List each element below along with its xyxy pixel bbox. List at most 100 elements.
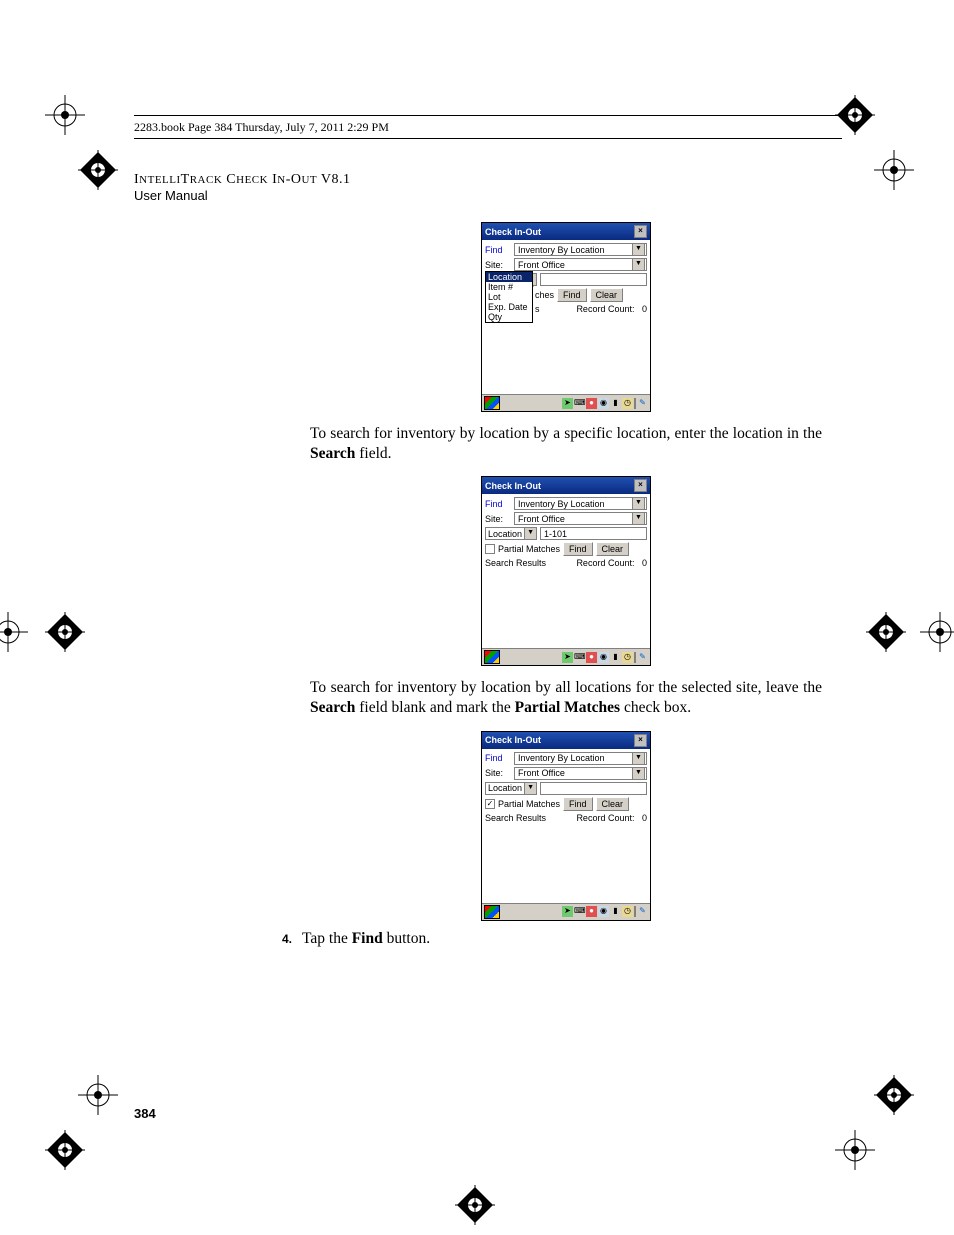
- chevron-down-icon: ▼: [632, 752, 645, 765]
- search-input[interactable]: 1-101: [540, 527, 647, 540]
- step-4: 4. Tap the Find button.: [310, 929, 822, 949]
- running-header-text: 2283.book Page 384 Thursday, July 7, 201…: [134, 120, 389, 134]
- tray-battery-icon[interactable]: ▮: [610, 906, 621, 917]
- crop-mark-tl2: [78, 150, 106, 178]
- results-area: [485, 314, 647, 394]
- page-number: 384: [134, 1106, 156, 1121]
- find-label: Find: [485, 499, 511, 509]
- tray-icon[interactable]: ➤: [562, 652, 573, 663]
- close-icon[interactable]: ×: [634, 225, 647, 238]
- clear-button[interactable]: Clear: [596, 542, 630, 556]
- pda-screenshot-1: Check In-Out × Find Inventory By Locatio…: [481, 222, 651, 412]
- tray-keyboard-icon[interactable]: ⌨: [574, 652, 585, 663]
- pda-title-text: Check In-Out: [485, 227, 541, 237]
- tray-keyboard-icon[interactable]: ⌨: [574, 398, 585, 409]
- tray-clock-icon[interactable]: ◷: [622, 398, 633, 409]
- paragraph-2: To search for inventory by location by a…: [310, 678, 822, 718]
- record-count-label: Record Count:: [576, 304, 634, 314]
- find-select[interactable]: Inventory By Location▼: [514, 243, 647, 256]
- results-label: Search Results: [485, 558, 546, 568]
- crop-mark-l: [0, 612, 16, 640]
- running-header: 2283.book Page 384 Thursday, July 7, 201…: [134, 115, 842, 139]
- find-select[interactable]: Inventory By Location▼: [514, 752, 647, 765]
- close-icon[interactable]: ×: [634, 734, 647, 747]
- tray-clock-icon[interactable]: ◷: [622, 906, 633, 917]
- tray-battery-icon[interactable]: ▮: [610, 652, 621, 663]
- crop-mark-br2: [874, 1075, 902, 1103]
- tray-pen-icon[interactable]: ✎: [637, 906, 648, 917]
- pda-taskbar: ➤ ⌨ ● ◉ ▮ ◷ ✎: [482, 903, 650, 920]
- tray-network-icon[interactable]: ◉: [598, 652, 609, 663]
- crop-mark-bl: [45, 1130, 73, 1158]
- site-select[interactable]: Front Office▼: [514, 512, 647, 525]
- tray-icon[interactable]: ●: [586, 906, 597, 917]
- site-select[interactable]: Front Office▼: [514, 258, 647, 271]
- crop-mark-tr2: [874, 150, 902, 178]
- tray-separator: [634, 398, 636, 409]
- record-count-label: Record Count:: [576, 813, 634, 823]
- tray-network-icon[interactable]: ◉: [598, 906, 609, 917]
- results-area: [485, 823, 647, 903]
- find-select[interactable]: Inventory By Location▼: [514, 497, 647, 510]
- results-label: Search Results: [485, 813, 546, 823]
- search-input[interactable]: [540, 782, 647, 795]
- site-select[interactable]: Front Office▼: [514, 767, 647, 780]
- record-count-label: Record Count:: [576, 558, 634, 568]
- start-icon[interactable]: [484, 650, 500, 664]
- tray-pen-icon[interactable]: ✎: [637, 652, 648, 663]
- site-label: Site:: [485, 768, 511, 778]
- chevron-down-icon: ▼: [632, 243, 645, 256]
- dropdown-item-expdate[interactable]: Exp. Date: [486, 302, 532, 312]
- pda-screenshot-3: Check In-Out × Find Inventory By Locatio…: [481, 731, 651, 921]
- clear-button[interactable]: Clear: [590, 288, 624, 302]
- start-icon[interactable]: [484, 396, 500, 410]
- searchby-select[interactable]: Location▼: [485, 527, 537, 540]
- tray-separator: [634, 906, 636, 917]
- crop-mark-r: [866, 612, 894, 640]
- tray-keyboard-icon[interactable]: ⌨: [574, 906, 585, 917]
- pda-titlebar: Check In-Out ×: [482, 477, 650, 494]
- find-button[interactable]: Find: [563, 797, 593, 811]
- find-button[interactable]: Find: [557, 288, 587, 302]
- find-button[interactable]: Find: [563, 542, 593, 556]
- clear-button[interactable]: Clear: [596, 797, 630, 811]
- crop-mark-tl: [45, 95, 73, 123]
- record-count-val: 0: [642, 304, 647, 314]
- site-label: Site:: [485, 260, 511, 270]
- chevron-down-icon: ▼: [632, 258, 645, 271]
- pda-title-text: Check In-Out: [485, 481, 541, 491]
- searchby-select[interactable]: Location▼: [485, 782, 537, 795]
- doc-header: INTELLITRACK CHECK IN-OUT V8.1 User Manu…: [134, 172, 351, 203]
- partial-matches-check[interactable]: ✓ Partial Matches: [485, 799, 560, 809]
- find-label: Find: [485, 245, 511, 255]
- partial-suffix: ches: [535, 290, 554, 300]
- tray-clock-icon[interactable]: ◷: [622, 652, 633, 663]
- dropdown-item-qty[interactable]: Qty: [486, 312, 532, 322]
- dropdown-item-location[interactable]: Location: [486, 272, 532, 282]
- checkbox-icon: ✓: [485, 799, 495, 809]
- crop-mark-r2: [920, 612, 948, 640]
- tray-pen-icon[interactable]: ✎: [637, 398, 648, 409]
- checkbox-icon: [485, 544, 495, 554]
- tray-icon[interactable]: ➤: [562, 906, 573, 917]
- start-icon[interactable]: [484, 905, 500, 919]
- crop-mark-bl2: [78, 1075, 106, 1103]
- chevron-down-icon: ▼: [632, 512, 645, 525]
- tray-icon[interactable]: ➤: [562, 398, 573, 409]
- close-icon[interactable]: ×: [634, 479, 647, 492]
- chevron-down-icon: ▼: [632, 497, 645, 510]
- dropdown-item-lot[interactable]: Lot: [486, 292, 532, 302]
- site-label: Site:: [485, 514, 511, 524]
- partial-matches-check[interactable]: Partial Matches: [485, 544, 560, 554]
- tray-battery-icon[interactable]: ▮: [610, 398, 621, 409]
- results-area: [485, 568, 647, 648]
- tray-icon[interactable]: ●: [586, 652, 597, 663]
- tray-network-icon[interactable]: ◉: [598, 398, 609, 409]
- pda-screenshot-2: Check In-Out × Find Inventory By Locatio…: [481, 476, 651, 666]
- search-input[interactable]: [540, 273, 647, 286]
- tray-icon[interactable]: ●: [586, 398, 597, 409]
- dropdown-item-itemno[interactable]: Item #: [486, 282, 532, 292]
- find-label: Find: [485, 753, 511, 763]
- pda-taskbar: ➤ ⌨ ● ◉ ▮ ◷ ✎: [482, 394, 650, 411]
- searchby-dropdown-list: Location Item # Lot Exp. Date Qty: [485, 271, 533, 323]
